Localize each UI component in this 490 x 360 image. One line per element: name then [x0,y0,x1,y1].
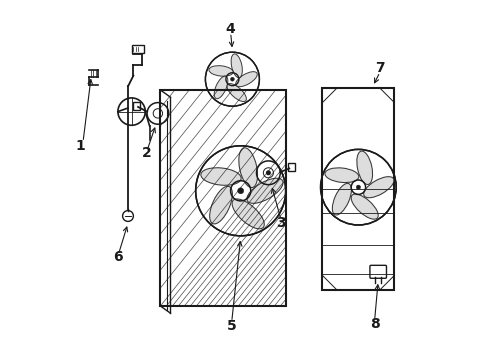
Ellipse shape [332,183,351,215]
Ellipse shape [247,178,283,203]
Ellipse shape [325,168,359,183]
Ellipse shape [201,168,241,185]
Ellipse shape [236,72,257,87]
Circle shape [230,77,234,81]
Ellipse shape [214,76,228,99]
Ellipse shape [239,148,258,188]
Text: 4: 4 [226,22,236,36]
Circle shape [267,171,270,175]
Circle shape [238,188,244,194]
Ellipse shape [231,54,243,78]
Ellipse shape [227,84,246,102]
Text: 3: 3 [276,216,286,230]
Ellipse shape [232,199,264,229]
Circle shape [356,185,361,189]
Ellipse shape [357,151,372,184]
Ellipse shape [351,194,378,219]
Text: 5: 5 [227,319,237,333]
Text: 1: 1 [75,139,85,153]
Ellipse shape [209,66,233,76]
Text: 6: 6 [114,251,123,264]
Text: 2: 2 [142,146,152,160]
Ellipse shape [210,186,232,224]
Text: 7: 7 [375,62,385,75]
Text: 8: 8 [370,317,379,331]
Ellipse shape [364,177,394,198]
